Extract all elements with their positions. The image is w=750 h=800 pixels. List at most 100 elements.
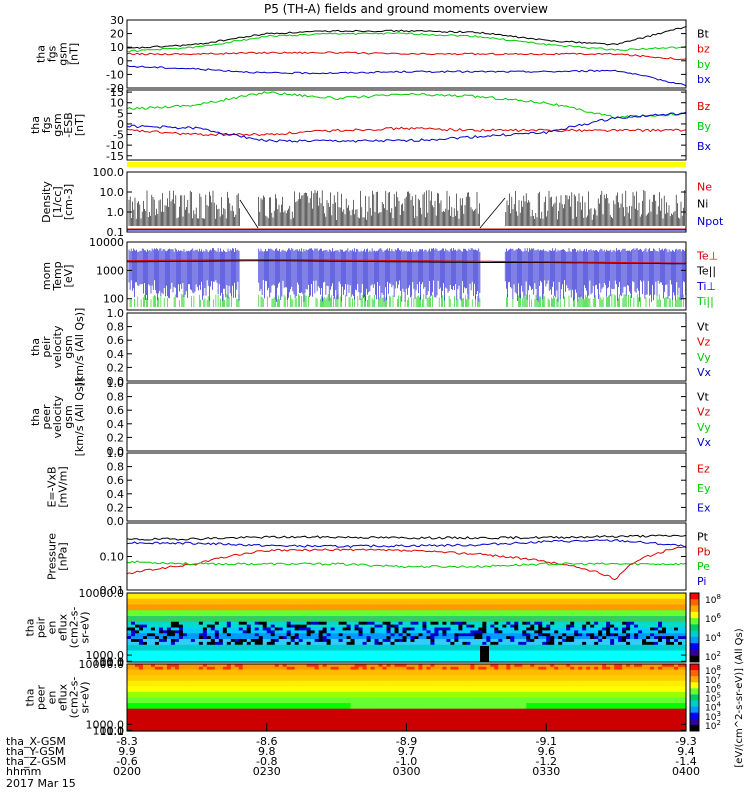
heatmap-cell (230, 647, 236, 652)
heatmap-cell (262, 601, 268, 606)
heatmap-cell (166, 680, 172, 685)
heatmap-cell (274, 697, 280, 701)
heatmap-cell (206, 616, 212, 620)
heatmap-cell (446, 618, 452, 623)
heatmap-cell (226, 672, 232, 676)
heatmap-cell (358, 624, 364, 629)
heatmap-cell (622, 641, 627, 646)
heatmap-cell (166, 659, 172, 663)
heatmap-cell (466, 613, 471, 617)
heatmap-cell (486, 621, 491, 626)
heatmap-cell (550, 595, 555, 600)
heatmap-cell (138, 728, 144, 732)
heatmap-cell (318, 728, 324, 732)
heatmap-cell (194, 703, 200, 707)
heatmap-cell (206, 656, 212, 660)
heatmap-cell (466, 644, 471, 649)
heatmap-cell (342, 630, 348, 634)
heatmap-cell (294, 610, 300, 614)
heatmap-cell (198, 656, 204, 660)
heatmap-cell (414, 621, 420, 626)
heatmap-cell (282, 714, 288, 718)
heatmap-cell (270, 664, 276, 668)
heatmap-cell (174, 708, 180, 713)
heatmap-cell (226, 607, 232, 611)
heatmap-cell (346, 725, 352, 729)
heatmap-cell (546, 641, 551, 646)
heatmap-cell (262, 705, 268, 710)
heatmap-cell (666, 633, 671, 637)
heatmap-cell (378, 650, 384, 654)
heatmap-cell (538, 633, 543, 637)
heatmap-cell (206, 653, 212, 657)
heatmap-cell (206, 598, 212, 603)
heatmap-cell (454, 641, 459, 646)
heatmap-cell (374, 621, 380, 626)
heatmap-cell (342, 680, 348, 685)
heatmap-cell (582, 618, 587, 623)
heatmap-cell (198, 694, 204, 699)
heatmap-cell (422, 659, 428, 663)
heatmap-cell (154, 664, 160, 668)
heatmap-cell (534, 656, 539, 660)
heatmap-cell (378, 601, 384, 606)
heatmap-cell (134, 700, 140, 704)
heatmap-cell (142, 680, 148, 685)
heatmap-cell (127, 621, 132, 626)
heatmap-cell (226, 694, 232, 699)
heatmap-cell (226, 719, 232, 724)
heatmap-cell (210, 639, 216, 643)
heatmap-cell (498, 624, 503, 629)
heatmap-cell (242, 708, 248, 713)
heatmap-cell (214, 691, 220, 696)
heatmap-cell (306, 675, 312, 679)
heatmap-cell (230, 593, 236, 597)
heatmap-cell (162, 593, 168, 597)
heatmap-cell (374, 604, 380, 608)
heatmap-cell (410, 601, 416, 606)
heatmap-cell (314, 650, 320, 654)
heatmap-cell (258, 604, 264, 608)
heatmap-cell (542, 656, 547, 660)
heatmap-cell (218, 644, 224, 649)
heatmap-cell (214, 703, 220, 707)
heatmap-cell (518, 595, 523, 600)
heatmap-cell (154, 680, 160, 685)
heatmap-cell (290, 672, 296, 676)
heatmap-cell (634, 624, 639, 629)
heatmap-cell (354, 627, 360, 631)
heatmap-cell (550, 598, 555, 603)
heatmap-cell (658, 647, 663, 652)
heatmap-cell (174, 650, 180, 654)
heatmap-cell (302, 711, 308, 715)
heatmap-cell (398, 653, 404, 657)
heatmap-cell (470, 618, 475, 623)
heatmap-cell (238, 680, 244, 685)
y-axis-label-line: fgs (40, 116, 53, 133)
heatmap-cell (290, 613, 296, 617)
heatmap-cell (346, 613, 352, 617)
heatmap-cell (534, 630, 539, 634)
heatmap-cell (134, 610, 140, 614)
heatmap-cell (182, 593, 188, 597)
heatmap-cell (318, 659, 324, 663)
heatmap-cell (402, 621, 408, 626)
heatmap-cell (570, 610, 575, 614)
heatmap-cell (486, 613, 491, 617)
heatmap-cell (310, 728, 316, 732)
heatmap-cell (534, 639, 539, 643)
heatmap-cell (142, 613, 148, 617)
heatmap-cell (314, 595, 320, 600)
y-axis-label-line: [km/s (All Qs)] (73, 378, 86, 457)
y-axis-label-line: velocity (51, 325, 64, 368)
heatmap-cell (206, 708, 212, 713)
heatmap-cell (266, 613, 272, 617)
heatmap-cell (282, 624, 288, 629)
heatmap-cell (614, 607, 619, 611)
y-tick-label: -5 (113, 129, 124, 142)
heatmap-cell (242, 694, 248, 699)
heatmap-cell (610, 621, 615, 626)
heatmap-cell (302, 686, 308, 690)
